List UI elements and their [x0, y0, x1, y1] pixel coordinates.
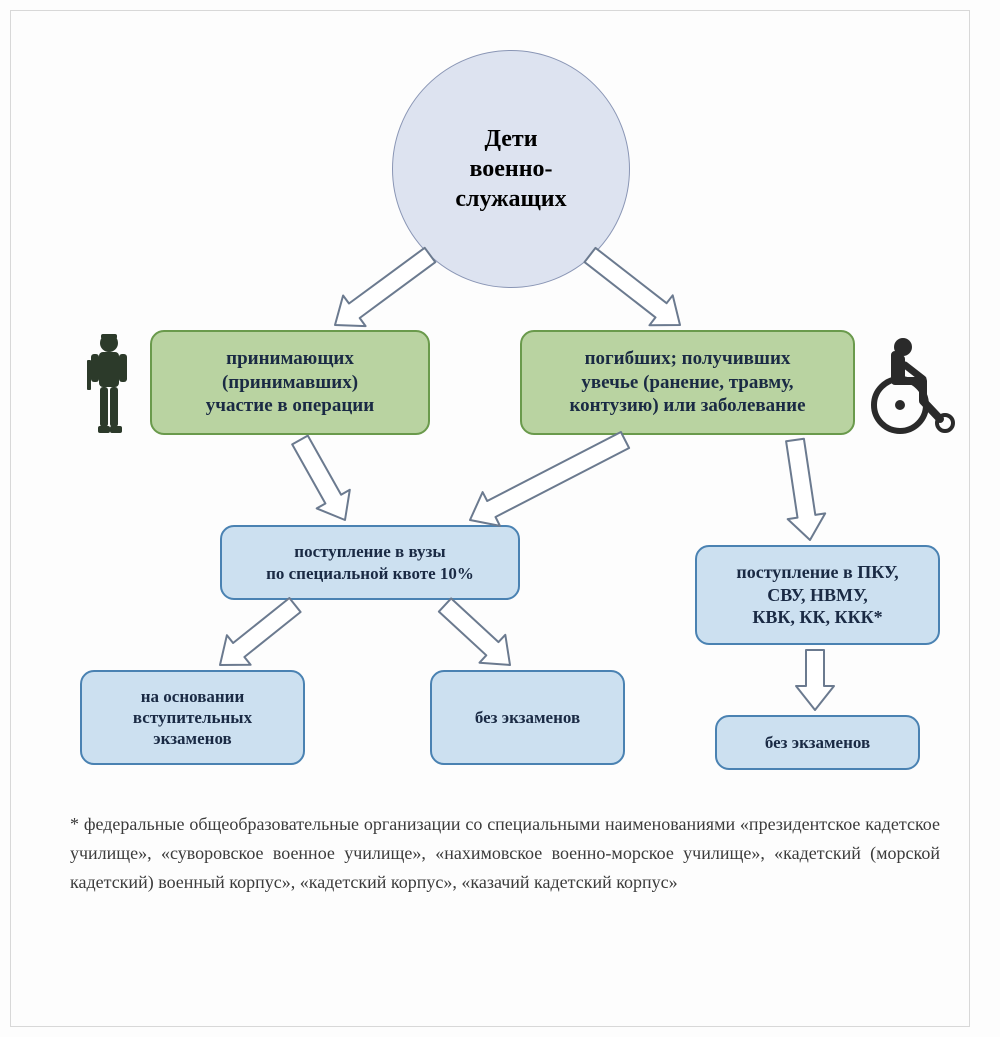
soldier-icon: [82, 330, 137, 435]
footnote-text: * федеральные общеобразовательные органи…: [70, 810, 940, 896]
node-mid-blue: поступление в вузыпо специальной квоте 1…: [220, 525, 520, 600]
node-right-green: погибших; получившихувечье (ранение, тра…: [520, 330, 855, 435]
node-left-green-label: принимающих(принимавших)участие в операц…: [206, 347, 374, 418]
node-root: Детивоенно-служащих: [392, 50, 630, 288]
node-right-blue: поступление в ПКУ,СВУ, НВМУ,КВК, КК, ККК…: [695, 545, 940, 645]
node-right-green-label: погибших; получившихувечье (ранение, тра…: [569, 347, 805, 418]
node-bottom-right-label: без экзаменов: [765, 732, 870, 753]
node-bottom-left: на основаниивступительныхэкзаменов: [80, 670, 305, 765]
footnote-content: * федеральные общеобразовательные органи…: [70, 814, 940, 892]
node-left-green: принимающих(принимавших)участие в операц…: [150, 330, 430, 435]
node-bottom-left-label: на основаниивступительныхэкзаменов: [133, 686, 252, 750]
node-bottom-mid-label: без экзаменов: [475, 707, 580, 728]
node-root-label: Детивоенно-служащих: [455, 124, 566, 214]
node-right-blue-label: поступление в ПКУ,СВУ, НВМУ,КВК, КК, ККК…: [736, 561, 898, 629]
wheelchair-icon: [865, 335, 960, 435]
node-bottom-mid: без экзаменов: [430, 670, 625, 765]
node-bottom-right: без экзаменов: [715, 715, 920, 770]
node-mid-blue-label: поступление в вузыпо специальной квоте 1…: [266, 541, 474, 584]
